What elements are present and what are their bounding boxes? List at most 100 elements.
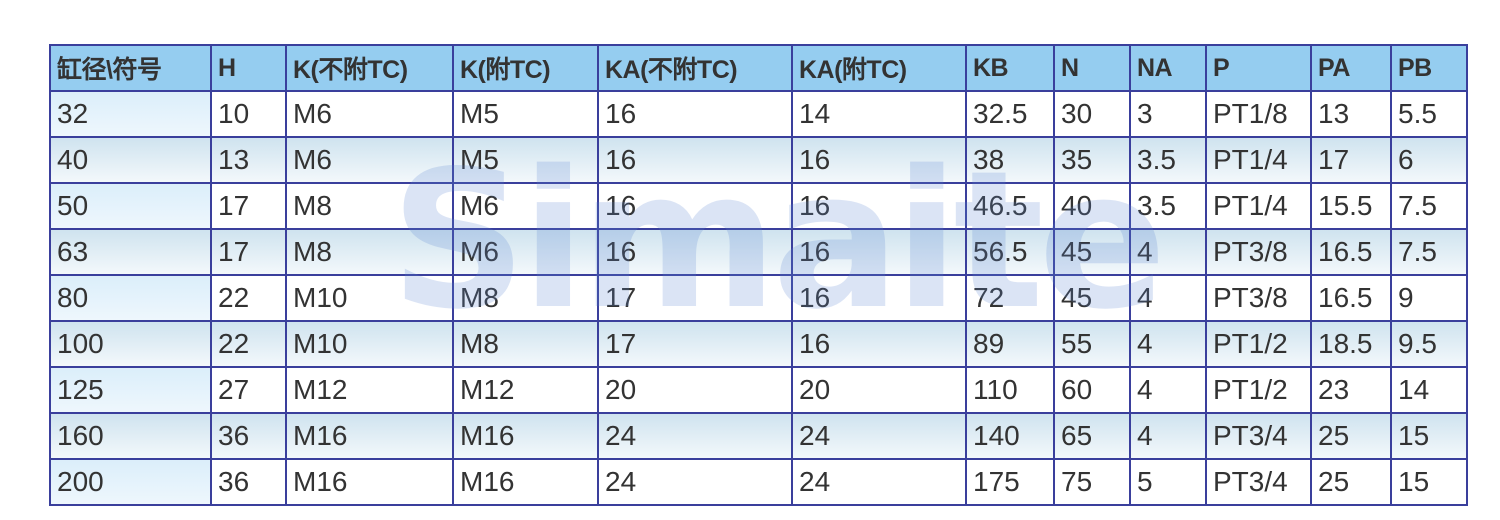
table-cell: 24: [597, 458, 793, 506]
table-cell: 200: [49, 458, 212, 506]
table-cell: 36: [210, 458, 287, 506]
table-cell: PT1/8: [1205, 90, 1312, 138]
column-header: KB: [965, 44, 1055, 92]
table-cell: M10: [285, 320, 454, 368]
table-cell: 55: [1053, 320, 1131, 368]
table-cell: 38: [965, 136, 1055, 184]
table-row: 100 22 M10 M8 17 16 89 55 4 PT1/2 18.5 9.5: [49, 320, 1468, 368]
table-cell: M5: [452, 90, 599, 138]
column-header: PB: [1390, 44, 1468, 92]
table-cell: 3.5: [1129, 182, 1207, 230]
table-cell: 3: [1129, 90, 1207, 138]
table-cell: M8: [285, 228, 454, 276]
column-header: KA(不附TC): [597, 44, 793, 92]
table-cell: 25: [1310, 458, 1392, 506]
table-cell: 16: [791, 274, 967, 322]
table-cell: 75: [1053, 458, 1131, 506]
table-cell: 14: [1390, 366, 1468, 414]
table-cell: 16: [597, 90, 793, 138]
table-cell: 15.5: [1310, 182, 1392, 230]
table-cell: 9: [1390, 274, 1468, 322]
table-cell: 60: [1053, 366, 1131, 414]
table-cell: 40: [49, 136, 212, 184]
table-cell: 160: [49, 412, 212, 460]
table-cell: 16.5: [1310, 228, 1392, 276]
table-cell: 25: [1310, 412, 1392, 460]
table-cell: 80: [49, 274, 212, 322]
table-cell: 17: [1310, 136, 1392, 184]
table-cell: 22: [210, 274, 287, 322]
table-cell: 30: [1053, 90, 1131, 138]
table-cell: 16: [597, 228, 793, 276]
table-cell: 45: [1053, 228, 1131, 276]
table-cell: 36: [210, 412, 287, 460]
table-cell: M5: [452, 136, 599, 184]
table-cell: 110: [965, 366, 1055, 414]
table-cell: 4: [1129, 228, 1207, 276]
table-row: 50 17 M8 M6 16 16 46.5 40 3.5 PT1/4 15.5 7.5: [49, 182, 1468, 230]
column-header: NA: [1129, 44, 1207, 92]
table-cell: 16: [597, 182, 793, 230]
table-cell: 32.5: [965, 90, 1055, 138]
table-cell: 9.5: [1390, 320, 1468, 368]
table-cell: M16: [285, 458, 454, 506]
column-header: K(不附TC): [285, 44, 454, 92]
table-cell: 15: [1390, 458, 1468, 506]
table-cell: M16: [452, 458, 599, 506]
table-cell: 13: [1310, 90, 1392, 138]
table-cell: 5: [1129, 458, 1207, 506]
table-cell: 65: [1053, 412, 1131, 460]
table-cell: 20: [597, 366, 793, 414]
table-cell: 27: [210, 366, 287, 414]
table-cell: 4: [1129, 274, 1207, 322]
table-cell: 17: [210, 182, 287, 230]
table-cell: 175: [965, 458, 1055, 506]
table-cell: 4: [1129, 412, 1207, 460]
column-header: P: [1205, 44, 1312, 92]
table-cell: 16: [791, 320, 967, 368]
table-cell: 6: [1390, 136, 1468, 184]
table-cell: 140: [965, 412, 1055, 460]
table-cell: 5.5: [1390, 90, 1468, 138]
table-cell: PT3/4: [1205, 458, 1312, 506]
table-cell: 14: [791, 90, 967, 138]
table-cell: 16.5: [1310, 274, 1392, 322]
column-header: K(附TC): [452, 44, 599, 92]
column-header: H: [210, 44, 287, 92]
table-row: 160 36 M16 M16 24 24 140 65 4 PT3/4 25 15: [49, 412, 1468, 460]
table-cell: 17: [210, 228, 287, 276]
table-cell: 15: [1390, 412, 1468, 460]
table-cell: PT3/4: [1205, 412, 1312, 460]
table-cell: 72: [965, 274, 1055, 322]
table-cell: M16: [452, 412, 599, 460]
table-cell: 16: [597, 136, 793, 184]
table-cell: M12: [285, 366, 454, 414]
table-cell: M12: [452, 366, 599, 414]
header-row: 缸径\符号 H K(不附TC) K(附TC) KA(不附TC) KA(附TC) KB N NA P…: [49, 44, 1468, 92]
table-cell: 13: [210, 136, 287, 184]
table-cell: PT3/8: [1205, 228, 1312, 276]
table-cell: 89: [965, 320, 1055, 368]
spec-table: 缸径\符号 H K(不附TC) K(附TC) KA(不附TC) KA(附TC) KB N NA P…: [49, 44, 1468, 506]
table-cell: 7.5: [1390, 228, 1468, 276]
table-cell: 23: [1310, 366, 1392, 414]
table-cell: 3.5: [1129, 136, 1207, 184]
table-cell: 16: [791, 228, 967, 276]
column-header: PA: [1310, 44, 1392, 92]
table-row: 63 17 M8 M6 16 16 56.5 45 4 PT3/8 16.5 7.5: [49, 228, 1468, 276]
column-header: KA(附TC): [791, 44, 967, 92]
table-cell: 35: [1053, 136, 1131, 184]
table-cell: 16: [791, 136, 967, 184]
table-cell: PT3/8: [1205, 274, 1312, 322]
table-cell: 24: [791, 458, 967, 506]
table-row: 32 10 M6 M5 16 14 32.5 30 3 PT1/8 13 5.5: [49, 90, 1468, 138]
table-row: 40 13 M6 M5 16 16 38 35 3.5 PT1/4 17 6: [49, 136, 1468, 184]
table-cell: M8: [452, 274, 599, 322]
table-cell: 18.5: [1310, 320, 1392, 368]
table-cell: PT1/4: [1205, 136, 1312, 184]
column-header: 缸径\符号: [49, 44, 212, 92]
table-cell: 32: [49, 90, 212, 138]
column-header: N: [1053, 44, 1131, 92]
table-cell: 24: [597, 412, 793, 460]
table-row: 200 36 M16 M16 24 24 175 75 5 PT3/4 25 15: [49, 458, 1468, 506]
